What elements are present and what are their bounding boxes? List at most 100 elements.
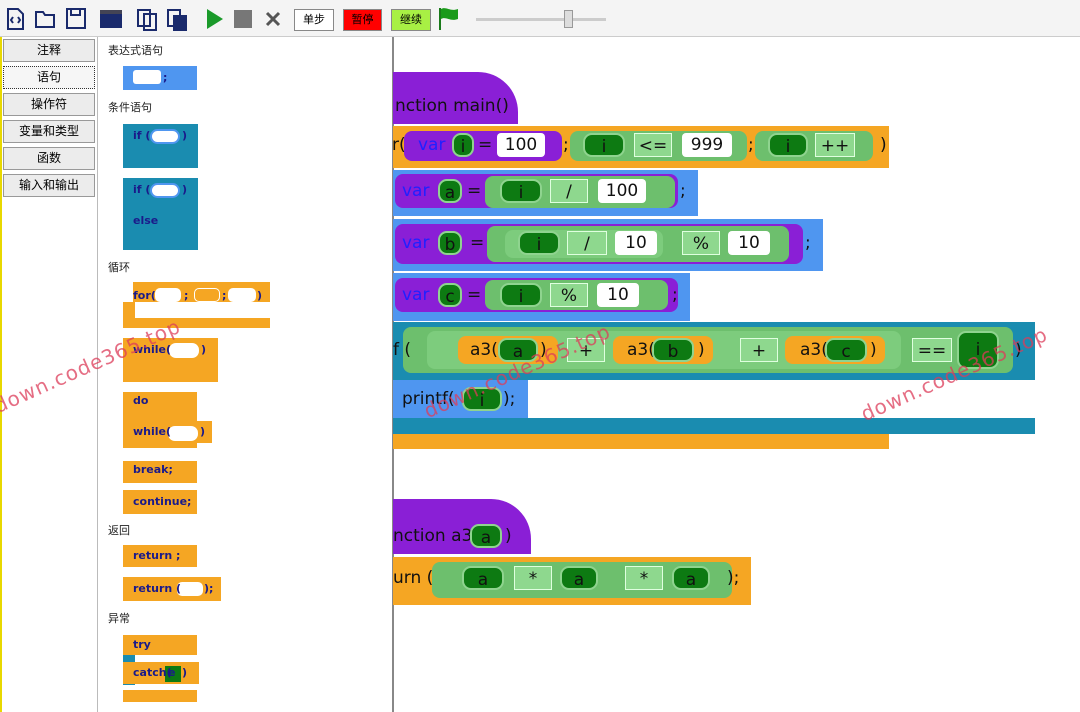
palette-block-text[interactable]: do bbox=[133, 394, 149, 407]
code-token: ); bbox=[727, 568, 740, 588]
slot bbox=[150, 183, 180, 198]
palette-block-text[interactable]: ) bbox=[182, 183, 188, 196]
for-block-end bbox=[393, 434, 889, 449]
code-token: urn ( bbox=[393, 568, 434, 588]
code-token: nction a3( bbox=[393, 526, 479, 546]
code-token: * bbox=[625, 566, 663, 590]
palette-block-text[interactable]: while( bbox=[133, 343, 172, 356]
palette-block-text[interactable]: ) bbox=[182, 129, 188, 142]
catch-var bbox=[165, 666, 181, 682]
return-block bbox=[123, 545, 197, 567]
code-token: = bbox=[478, 135, 493, 155]
slot bbox=[177, 582, 203, 596]
palette-block-text[interactable]: continue; bbox=[133, 495, 192, 508]
code-token: % bbox=[682, 231, 720, 255]
code-token: r( bbox=[392, 135, 406, 155]
palette-block-text[interactable]: return ( bbox=[133, 582, 182, 595]
code-token: i bbox=[500, 179, 542, 203]
code-token: 100 bbox=[598, 179, 646, 203]
palette-block-text[interactable]: while( bbox=[133, 425, 172, 438]
code-token: a3( bbox=[470, 340, 498, 360]
palette-block-text[interactable]: ) bbox=[200, 425, 206, 438]
palette-block-text[interactable]: ) bbox=[257, 289, 263, 302]
code-token: i bbox=[462, 387, 502, 411]
continue-button[interactable]: 继续 bbox=[391, 9, 431, 31]
palette-block-text[interactable]: ); bbox=[204, 582, 214, 595]
palette-block-text[interactable]: break; bbox=[133, 463, 173, 476]
return-value-block bbox=[123, 577, 221, 601]
left-edge bbox=[0, 37, 2, 712]
code-token: b bbox=[438, 231, 462, 255]
category-button[interactable]: 函数 bbox=[3, 147, 95, 170]
palette-block-text[interactable]: return ; bbox=[133, 549, 181, 562]
code-token: ); bbox=[503, 389, 516, 409]
palette-block-text[interactable]: ; bbox=[184, 289, 189, 302]
code-token: printf( bbox=[402, 389, 455, 409]
toolbar-icons bbox=[7, 8, 458, 31]
code-token: ) bbox=[1015, 340, 1022, 360]
palette-block-text[interactable]: ) bbox=[201, 343, 207, 356]
category-button[interactable]: 变量和类型 bbox=[3, 120, 95, 143]
slot bbox=[150, 129, 180, 144]
code-token: ) bbox=[870, 340, 877, 360]
code-token: ++ bbox=[815, 133, 855, 157]
palette-block-text[interactable]: try bbox=[133, 638, 151, 651]
palette-block-text[interactable]: if ( bbox=[133, 129, 151, 142]
code-token: var bbox=[402, 285, 430, 305]
palette-block-text[interactable]: ; bbox=[163, 71, 168, 84]
palette-block-text[interactable]: if ( bbox=[133, 183, 151, 196]
code-token: b bbox=[652, 338, 694, 362]
palette-block-text[interactable]: catch( bbox=[133, 666, 172, 679]
code-token: <= bbox=[634, 133, 672, 157]
code-token: i bbox=[452, 133, 474, 157]
category-button[interactable]: 语句 bbox=[3, 66, 95, 89]
code-token: ) bbox=[505, 526, 512, 546]
palette-block-text[interactable]: ) bbox=[182, 666, 188, 679]
function-header bbox=[393, 72, 518, 124]
code-token: ) bbox=[698, 340, 705, 360]
code-token: 999 bbox=[682, 133, 732, 157]
code-token: c bbox=[825, 338, 867, 362]
slot bbox=[168, 426, 198, 441]
code-token: * bbox=[514, 566, 552, 590]
code-token: == bbox=[912, 338, 952, 362]
code-token: ; bbox=[672, 285, 678, 305]
continue-block bbox=[123, 490, 197, 514]
slider-thumb[interactable] bbox=[564, 10, 573, 28]
code-token: a bbox=[560, 566, 598, 590]
code-token: ; bbox=[748, 135, 754, 155]
slot bbox=[228, 288, 256, 302]
palette-block-text[interactable]: else bbox=[133, 214, 159, 227]
code-token: a3( bbox=[800, 340, 828, 360]
section-title: 循环 bbox=[108, 261, 130, 274]
code-token: = bbox=[467, 181, 482, 201]
code-token: ; bbox=[805, 233, 811, 253]
try-block bbox=[123, 635, 197, 655]
code-token: = bbox=[470, 233, 485, 253]
code-token: a3( bbox=[627, 340, 655, 360]
statement-block bbox=[393, 380, 528, 418]
section-title: 表达式语句 bbox=[108, 44, 163, 57]
palette-block-text[interactable]: for( bbox=[133, 289, 156, 302]
slot bbox=[155, 288, 181, 302]
break-block bbox=[123, 461, 197, 483]
palette-block-text[interactable]: ; bbox=[222, 289, 227, 302]
pause-button[interactable]: 暂停 bbox=[343, 9, 382, 31]
code-token: / bbox=[550, 179, 588, 203]
palette-block-text[interactable]: e bbox=[168, 666, 176, 679]
code-token: 10 bbox=[597, 283, 639, 307]
for-block bbox=[123, 302, 135, 328]
category-button[interactable]: 注释 bbox=[3, 39, 95, 62]
code-token: % bbox=[550, 283, 588, 307]
step-button[interactable]: 单步 bbox=[294, 9, 334, 31]
code-token: 10 bbox=[615, 231, 657, 255]
code-token: nction main() bbox=[395, 96, 509, 116]
category-button[interactable]: 操作符 bbox=[3, 93, 95, 116]
code-token: f ( bbox=[393, 340, 412, 360]
speed-slider[interactable] bbox=[476, 18, 606, 21]
slot bbox=[194, 288, 220, 302]
category-button[interactable]: 输入和输出 bbox=[3, 174, 95, 197]
code-token: i bbox=[518, 231, 560, 255]
code-token: c bbox=[438, 283, 462, 307]
